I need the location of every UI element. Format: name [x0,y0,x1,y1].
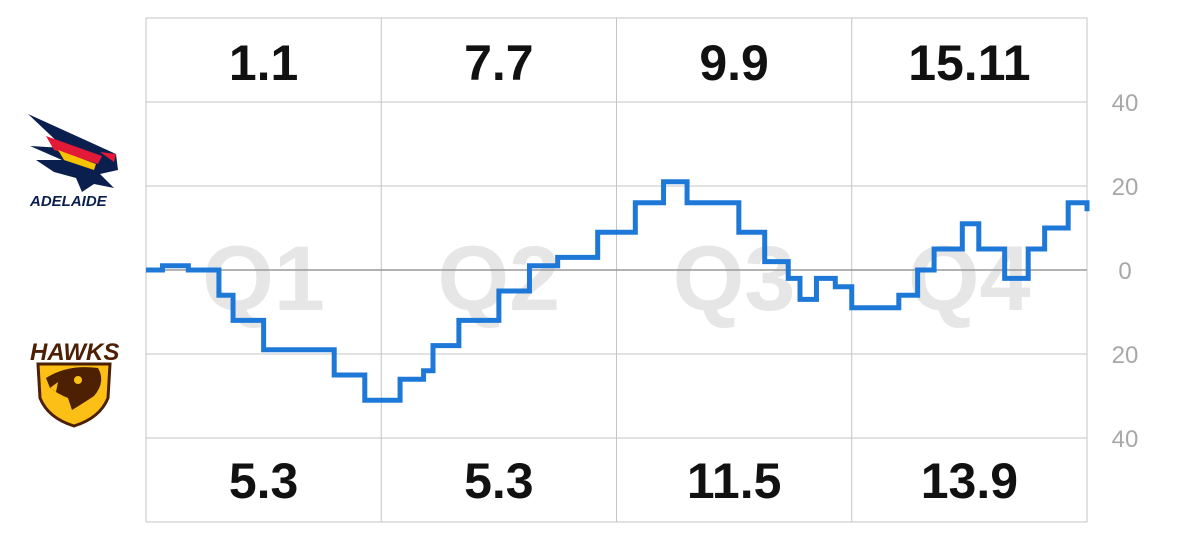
chart-grid [145,17,1088,523]
bottom-score: 13.9 [921,453,1018,509]
top-score: 15.11 [908,35,1030,91]
top-score: 1.1 [229,35,299,91]
y-axis-ticks: 40 20 0 20 40 [1112,90,1139,453]
bottom-team-scores: 5.3 5.3 11.5 13.9 [229,453,1018,509]
top-score: 7.7 [464,35,534,91]
top-team-scores: 1.1 7.7 9.9 15.11 [229,35,1031,91]
y-tick-label: 0 [1118,258,1131,285]
bottom-score: 5.3 [464,453,534,509]
adelaide-logo-text: ADELAIDE [29,193,108,210]
quarter-labels: Q1 Q2 Q3 Q4 [202,228,1030,330]
quarter-label: Q1 [202,228,325,330]
y-tick-label: 40 [1112,426,1139,453]
y-tick-label: 20 [1112,342,1139,369]
hawthorn-hawks-logo-icon: HAWKS [30,339,119,428]
adelaide-crows-logo-icon: ADELAIDE [28,114,118,210]
bottom-score: 5.3 [229,453,299,509]
y-tick-label: 40 [1112,90,1139,117]
quarter-label: Q3 [673,228,796,330]
y-tick-label: 20 [1112,174,1139,201]
top-score: 9.9 [699,35,769,91]
hawks-logo-text: HAWKS [30,339,119,366]
bottom-score: 11.5 [687,453,782,509]
margin-line [146,179,1090,403]
